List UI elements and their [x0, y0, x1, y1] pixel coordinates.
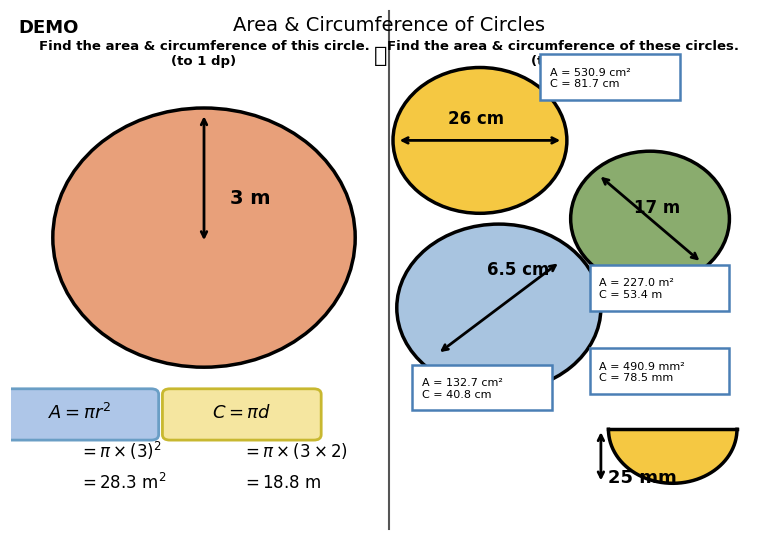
FancyBboxPatch shape [590, 265, 729, 310]
Text: DEMO: DEMO [19, 19, 79, 37]
Ellipse shape [53, 108, 355, 367]
FancyBboxPatch shape [590, 348, 729, 394]
Text: $= 28.3\ \mathrm{m}^2$: $= 28.3\ \mathrm{m}^2$ [80, 473, 167, 494]
Text: Find the area & circumference of these circles.
(to 1 dp): Find the area & circumference of these c… [387, 40, 739, 69]
Text: A = 132.7 cm²: A = 132.7 cm² [422, 378, 502, 388]
Text: $A = \pi r^2$: $A = \pi r^2$ [48, 403, 111, 423]
Ellipse shape [571, 151, 729, 286]
Text: C = 53.4 m: C = 53.4 m [599, 289, 663, 300]
Text: C = 40.8 cm: C = 40.8 cm [422, 389, 491, 400]
Text: 3 m: 3 m [230, 189, 271, 208]
Text: 17 m: 17 m [634, 199, 681, 217]
Text: A = 227.0 m²: A = 227.0 m² [599, 278, 674, 288]
FancyBboxPatch shape [162, 389, 321, 440]
FancyBboxPatch shape [0, 389, 158, 440]
Text: 25 mm: 25 mm [608, 469, 677, 487]
Text: $C = \pi d$: $C = \pi d$ [212, 404, 271, 422]
Ellipse shape [397, 224, 601, 392]
Text: C = 81.7 cm: C = 81.7 cm [550, 79, 620, 89]
Ellipse shape [393, 68, 567, 213]
Text: $= 18.8\ \mathrm{m}$: $= 18.8\ \mathrm{m}$ [242, 474, 321, 492]
Text: Area & Circumference of Circles: Area & Circumference of Circles [233, 16, 545, 35]
Text: $= \pi \times (3)^2$: $= \pi \times (3)^2$ [80, 440, 162, 462]
Polygon shape [608, 429, 737, 483]
Text: A = 490.9 mm²: A = 490.9 mm² [599, 362, 685, 372]
Text: 6.5 cm: 6.5 cm [488, 261, 550, 279]
Text: 26 cm: 26 cm [448, 110, 504, 128]
Text: Find the area & circumference of this circle.
(to 1 dp): Find the area & circumference of this ci… [39, 40, 370, 69]
FancyBboxPatch shape [541, 54, 680, 100]
Text: C = 78.5 mm: C = 78.5 mm [599, 373, 674, 383]
FancyBboxPatch shape [412, 364, 551, 410]
Text: 🧮: 🧮 [374, 46, 387, 66]
Text: A = 530.9 cm²: A = 530.9 cm² [550, 68, 631, 78]
Text: $= \pi \times (3 \times 2)$: $= \pi \times (3 \times 2)$ [242, 441, 348, 461]
